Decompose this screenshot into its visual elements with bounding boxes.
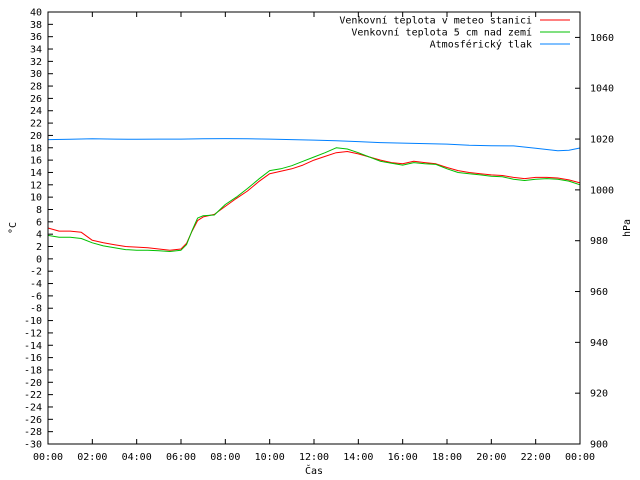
y-left-tick-label: 30 [30, 69, 42, 80]
y-left-tick-label: -20 [24, 378, 42, 389]
y-left-tick-label: 6 [36, 217, 42, 228]
x-tick-label: 14:00 [343, 452, 373, 463]
y-right-tick-label: 1060 [590, 33, 614, 44]
y-left-tick-label: -26 [24, 415, 42, 426]
y-left-tick-label: -18 [24, 365, 42, 376]
x-tick-label: 02:00 [77, 452, 107, 463]
y-right-tick-label: 1040 [590, 84, 614, 95]
y-left-tick-label: 40 [30, 8, 42, 19]
plot-frame [47, 11, 581, 445]
y-right-tick-label: 980 [590, 236, 608, 247]
x-tick-label: 18:00 [432, 452, 462, 463]
legend-label-1: Venkovní teplota v meteo stanici [339, 15, 532, 27]
x-axis-label: Čas [305, 464, 323, 477]
y-left-tick-label: 22 [30, 119, 42, 130]
x-tick-label: 20:00 [476, 452, 506, 463]
y-right-tick-label: 900 [590, 440, 608, 451]
y-left-tick-label: 20 [30, 131, 42, 142]
y-left-tick-label: 34 [30, 45, 42, 56]
series-line-2 [47, 147, 581, 252]
y-left-tick-label: 16 [30, 156, 42, 167]
y-right-tick-label: 960 [590, 287, 608, 298]
y-left-tick-label: 0 [36, 254, 42, 265]
y-left-tick-label: 26 [30, 94, 42, 105]
y-left-tick-label: -30 [24, 440, 42, 451]
legend-label-3: Atmosférický tlak [430, 39, 532, 51]
y-left-tick-label: -4 [30, 279, 42, 290]
x-tick-label: 22:00 [521, 452, 551, 463]
x-tick-label: 00:00 [33, 452, 63, 463]
y-left-tick-label: -8 [30, 304, 42, 315]
y-right-axis-label: hPa [622, 219, 633, 237]
x-tick-label: 08:00 [210, 452, 240, 463]
series-line-1 [47, 151, 581, 251]
y-left-tick-label: -22 [24, 390, 42, 401]
y-left-tick-label: 8 [36, 205, 42, 216]
y-left-tick-label: 10 [30, 193, 42, 204]
y-left-tick-label: -24 [24, 402, 42, 413]
y-right-tick-label: 940 [590, 338, 608, 349]
y-left-tick-label: 18 [30, 143, 42, 154]
legend: Venkovní teplota v meteo staniciVenkovní… [339, 15, 570, 51]
y-left-tick-label: -16 [24, 353, 42, 364]
y-left-tick-label: 14 [30, 168, 42, 179]
series-layer [47, 138, 581, 252]
x-tick-label: 00:00 [565, 452, 595, 463]
y-left-tick-label: -6 [30, 291, 42, 302]
x-tick-label: 04:00 [122, 452, 152, 463]
y-left-tick-label: -28 [24, 427, 42, 438]
y-right-tick-label: 920 [590, 389, 608, 400]
legend-label-2: Venkovní teplota 5 cm nad zemí [351, 27, 532, 39]
x-tick-label: 16:00 [388, 452, 418, 463]
x-tick-label: 10:00 [255, 452, 285, 463]
y-left-tick-label: -10 [24, 316, 42, 327]
x-tick-label: 06:00 [166, 452, 196, 463]
y-left-tick-label: 24 [30, 106, 42, 117]
y-right-tick-label: 1000 [590, 185, 614, 196]
y-left-tick-label: 36 [30, 32, 42, 43]
y-left-tick-label: -12 [24, 328, 42, 339]
y-left-tick-label: 32 [30, 57, 42, 68]
y-left-axis-label: °C [8, 222, 19, 234]
y-left-tick-label: -2 [30, 267, 42, 278]
y-left-tick-label: 28 [30, 82, 42, 93]
series-line-3 [47, 138, 581, 152]
y-right-tick-label: 1020 [590, 135, 614, 146]
y-left-tick-label: 4 [36, 230, 42, 241]
y-left-tick-label: 38 [30, 20, 42, 31]
labels-layer: 4038363432302826242220181614121086420-2-… [8, 8, 633, 478]
x-tick-label: 12:00 [299, 452, 329, 463]
y-left-tick-label: 2 [36, 242, 42, 253]
y-left-tick-label: 12 [30, 180, 42, 191]
y-left-tick-label: -14 [24, 341, 42, 352]
